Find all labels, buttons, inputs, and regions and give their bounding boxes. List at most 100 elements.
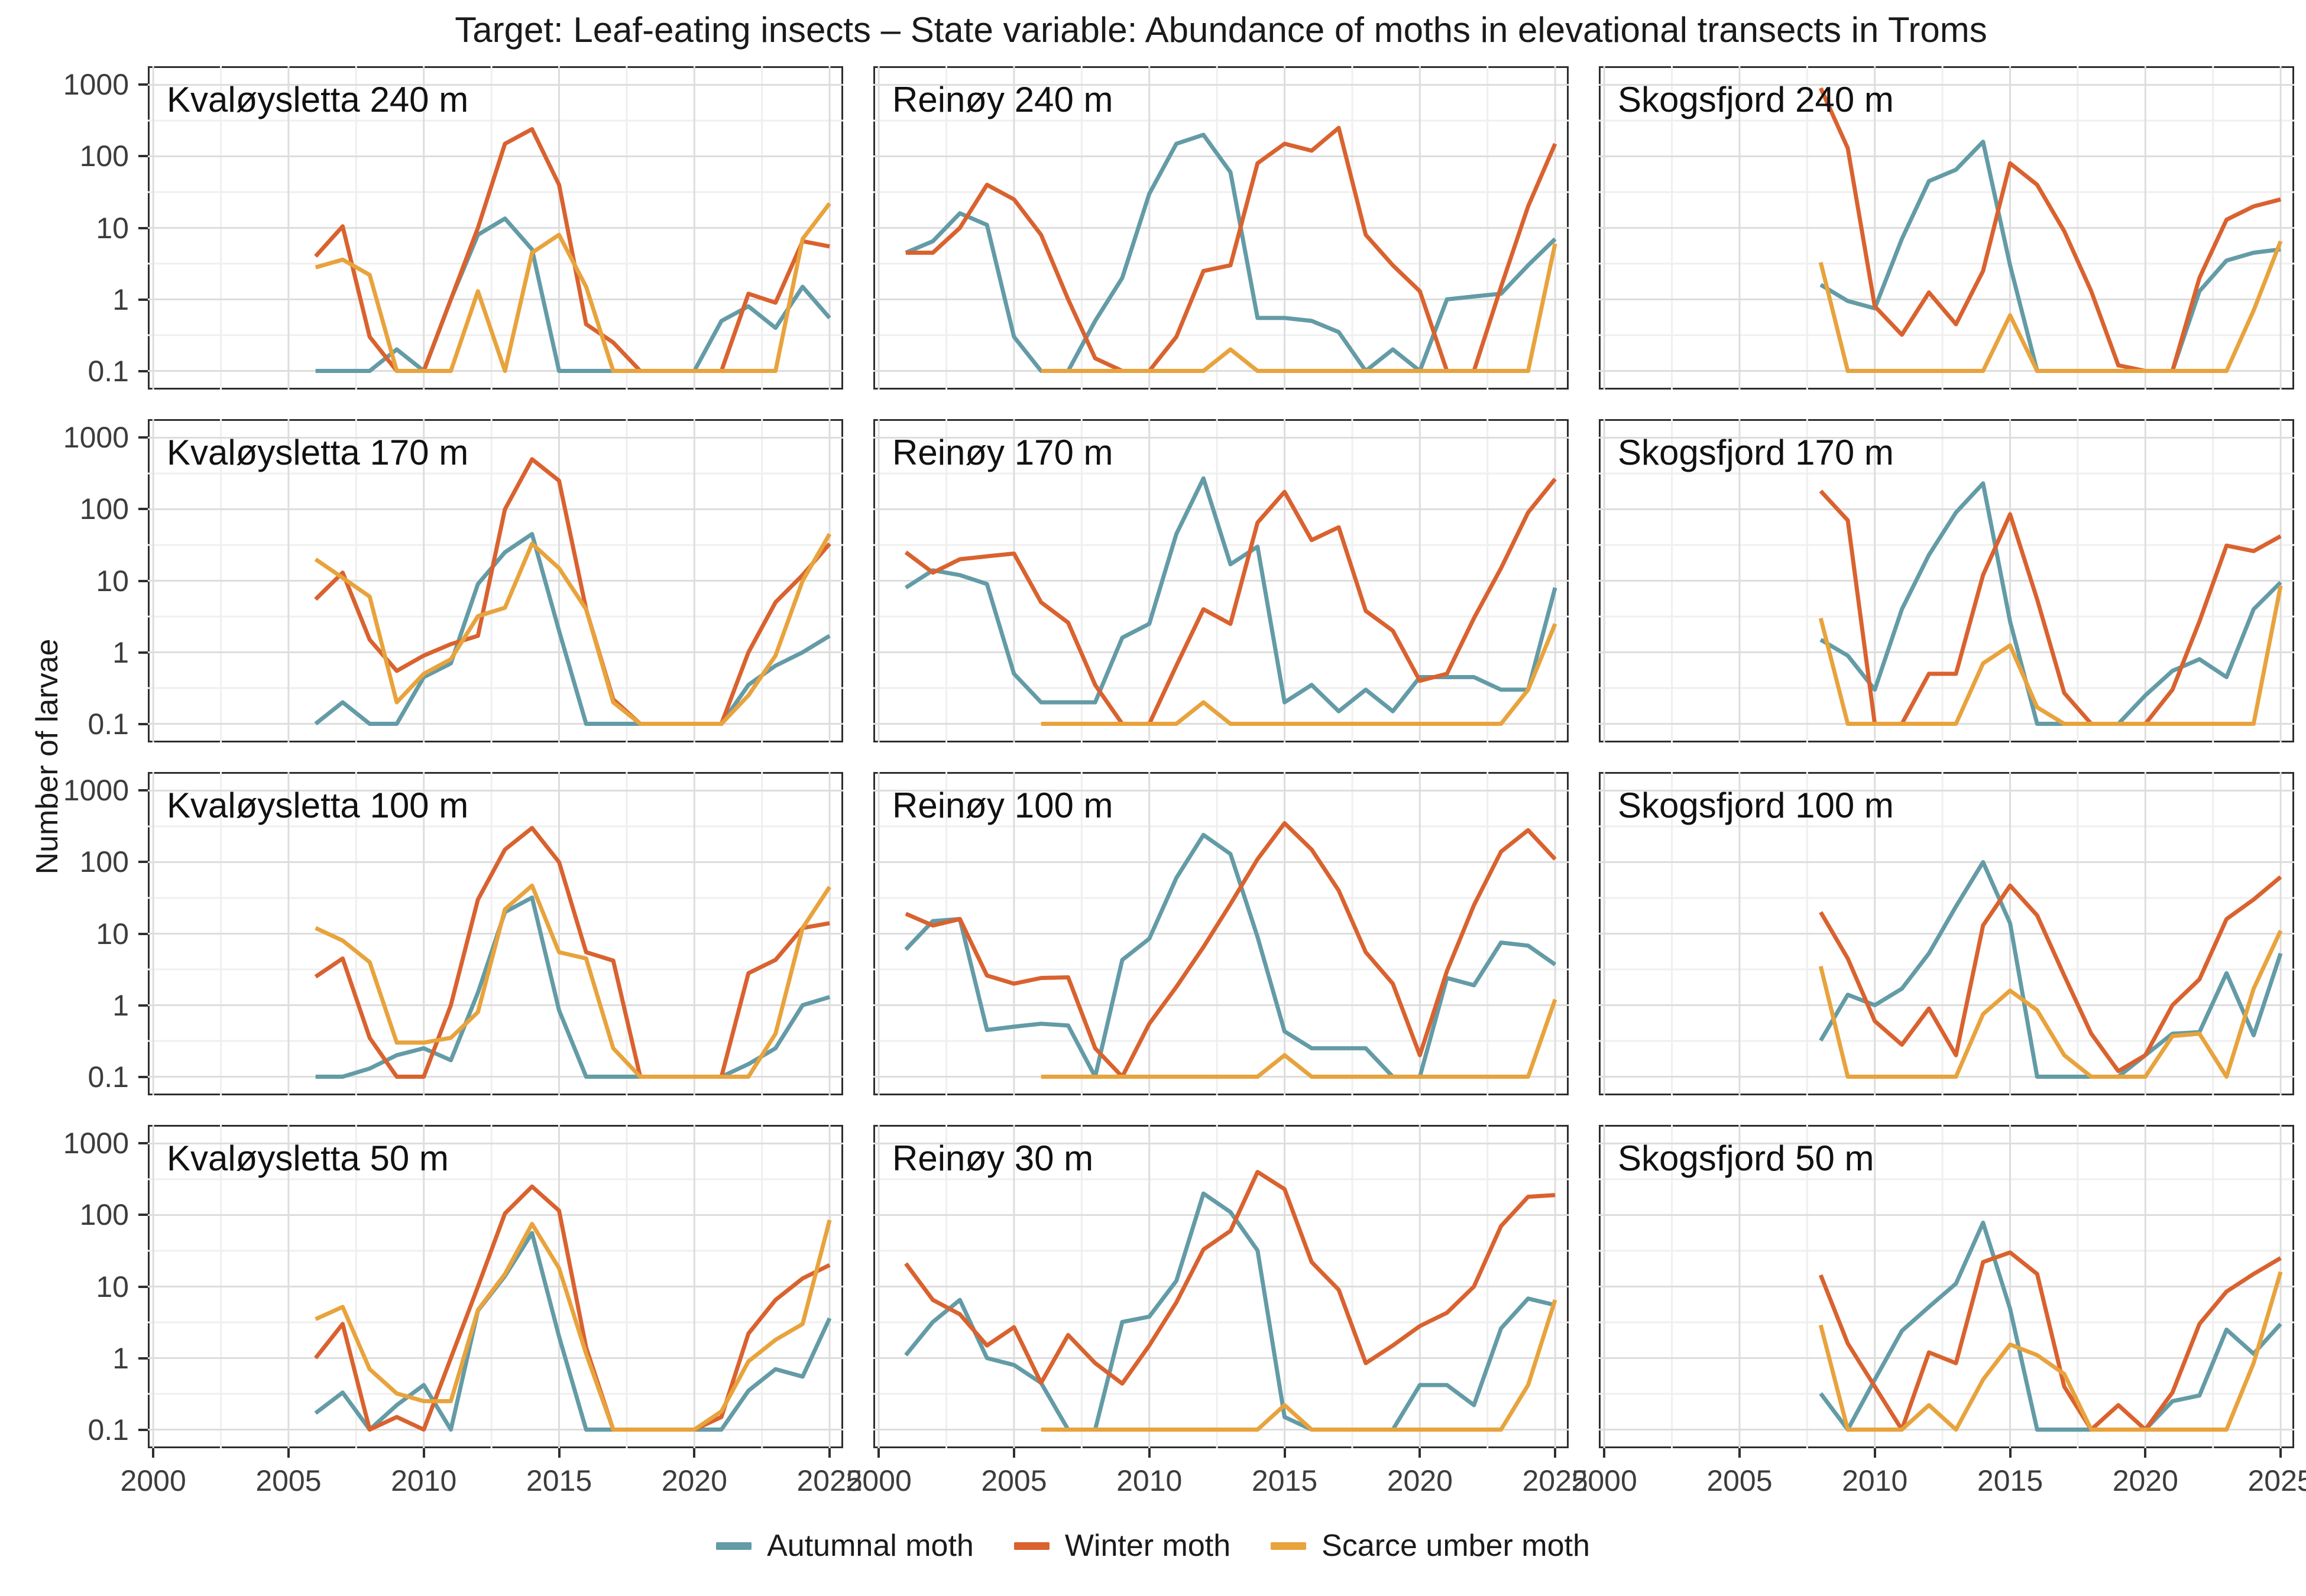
- y-axis-tick: [138, 298, 148, 301]
- y-axis-tick-label: 10: [96, 1270, 129, 1303]
- facet-strip-label: Kvaløysletta 100 m: [167, 786, 469, 825]
- y-axis-tick-label: 1: [112, 635, 129, 669]
- panel-grid: Kvaløysletta 240 m Reinøy 240 m Skogsfjo…: [148, 66, 2294, 1448]
- x-axis-tick-label: 2025: [1522, 1464, 1588, 1497]
- panel-plot: [148, 66, 843, 390]
- x-axis-tick: [1554, 1448, 1557, 1458]
- legend-item-winter-moth: Winter moth: [1013, 1528, 1231, 1563]
- facet-strip-label: Skogsfjord 240 m: [1618, 80, 1894, 119]
- x-axis-tick-label: 2005: [1706, 1464, 1773, 1497]
- panel-plot: [873, 1125, 1569, 1448]
- panel-plot: [148, 419, 843, 742]
- y-axis-tick-label: 1000: [63, 1127, 129, 1160]
- panel-plot: [873, 772, 1569, 1095]
- y-axis-tick: [138, 1285, 148, 1288]
- panel-plot: [873, 66, 1569, 390]
- y-axis-tick: [138, 861, 148, 864]
- x-axis-tick-label: 2020: [1387, 1464, 1453, 1497]
- y-axis-tick: [138, 579, 148, 582]
- x-axis-tick: [1012, 1448, 1015, 1458]
- panel-plot: [1599, 772, 2294, 1095]
- y-axis-tick: [138, 1428, 148, 1431]
- y-axis-tick-label: 1000: [63, 421, 129, 455]
- x-axis-tick: [1738, 1448, 1741, 1458]
- facet-strip-label: Kvaløysletta 170 m: [167, 433, 469, 472]
- y-axis-tick: [138, 508, 148, 511]
- x-axis-tick-label: 2000: [1571, 1464, 1637, 1497]
- panel-plot: [1599, 1125, 2294, 1448]
- y-axis-tick: [138, 1357, 148, 1360]
- legend-item-scarce-umber-moth: Scarce umber moth: [1271, 1528, 1590, 1563]
- x-axis-tick: [152, 1448, 155, 1458]
- x-axis-tick: [2144, 1448, 2147, 1458]
- y-axis-tick: [138, 155, 148, 158]
- x-axis-tick: [422, 1448, 425, 1458]
- y-axis-tick-label: 0.1: [88, 1060, 129, 1094]
- y-axis-tick-label: 10: [96, 564, 129, 598]
- x-axis-tick: [693, 1448, 696, 1458]
- facet-strip-label: Skogsfjord 100 m: [1618, 786, 1894, 825]
- y-axis-tick-label: 10: [96, 211, 129, 245]
- y-axis-tick-label: 10: [96, 917, 129, 951]
- y-axis-title: Number of larvae: [30, 638, 64, 875]
- y-axis-tick-label: 1: [112, 1341, 129, 1375]
- facet-strip-label: Skogsfjord 50 m: [1618, 1138, 1874, 1178]
- x-axis-tick-label: 2020: [2112, 1464, 2178, 1497]
- x-axis-tick-label: 2010: [1842, 1464, 1908, 1497]
- y-axis-tick: [138, 226, 148, 229]
- panel-plot: [1599, 419, 2294, 742]
- x-axis-tick: [287, 1448, 290, 1458]
- x-axis-tick-label: 2000: [120, 1464, 186, 1497]
- y-axis-tick: [138, 651, 148, 654]
- y-axis-tick: [138, 1075, 148, 1078]
- facet-kvaloysletta-240m: Kvaløysletta 240 m: [148, 66, 843, 390]
- legend-item-autumnal-moth: Autumnal moth: [716, 1528, 974, 1563]
- y-axis-tick: [138, 1214, 148, 1217]
- facet-skogsfjord-100m: Skogsfjord 100 m: [1599, 772, 2294, 1095]
- y-axis-tick: [138, 932, 148, 935]
- y-axis-tick-label: 100: [79, 140, 129, 173]
- legend-label: Scarce umber moth: [1322, 1529, 1590, 1563]
- y-axis-tick-label: 0.1: [88, 1413, 129, 1446]
- y-axis-tick-label: 1: [112, 283, 129, 316]
- y-axis-tick: [138, 722, 148, 725]
- y-axis-tick: [138, 1142, 148, 1145]
- legend: Autumnal moth Winter moth Scarce umber m…: [0, 1528, 2306, 1563]
- x-axis-tick: [828, 1448, 831, 1458]
- x-axis-tick: [1873, 1448, 1876, 1458]
- facet-strip-label: Reinøy 100 m: [892, 786, 1113, 825]
- panel-plot: [1599, 66, 2294, 390]
- x-axis-tick-label: 2025: [796, 1464, 863, 1497]
- y-axis-tick-label: 100: [79, 845, 129, 879]
- facet-skogsfjord-50m: Skogsfjord 50 m: [1599, 1125, 2294, 1448]
- facet-skogsfjord-240m: Skogsfjord 240 m: [1599, 66, 2294, 390]
- panel-plot: [148, 1125, 843, 1448]
- x-axis-tick: [2009, 1448, 2012, 1458]
- facet-skogsfjord-170m: Skogsfjord 170 m: [1599, 419, 2294, 742]
- legend-label: Winter moth: [1064, 1529, 1231, 1563]
- y-axis-tick: [138, 436, 148, 439]
- facet-strip-label: Kvaløysletta 240 m: [167, 80, 469, 119]
- y-axis-tick-label: 1: [112, 988, 129, 1022]
- facet-strip-label: Kvaløysletta 50 m: [167, 1138, 449, 1178]
- facet-reinoy-30m: Reinøy 30 m: [873, 1125, 1569, 1448]
- x-axis-tick-label: 2025: [2247, 1464, 2306, 1497]
- facet-strip-label: Reinøy 30 m: [892, 1138, 1094, 1178]
- chart-title: Target: Leaf-eating insects – State vari…: [455, 10, 1987, 50]
- facet-kvaloysletta-170m: Kvaløysletta 170 m: [148, 419, 843, 742]
- x-axis-tick-label: 2015: [1977, 1464, 2043, 1497]
- y-axis-tick-label: 1000: [63, 774, 129, 807]
- facet-reinoy-170m: Reinøy 170 m: [873, 419, 1569, 742]
- facet-strip-label: Reinøy 170 m: [892, 433, 1113, 472]
- facet-reinoy-100m: Reinøy 100 m: [873, 772, 1569, 1095]
- facet-reinoy-240m: Reinøy 240 m: [873, 66, 1569, 390]
- x-axis-tick: [1148, 1448, 1151, 1458]
- x-axis-tick: [1418, 1448, 1421, 1458]
- y-axis-tick: [138, 789, 148, 792]
- x-axis-tick: [1283, 1448, 1286, 1458]
- x-axis-tick-label: 2020: [661, 1464, 727, 1497]
- panel-plot: [148, 772, 843, 1095]
- y-axis-tick-label: 100: [79, 1198, 129, 1232]
- legend-swatch: [1013, 1542, 1050, 1550]
- y-axis-tick-label: 0.1: [88, 707, 129, 741]
